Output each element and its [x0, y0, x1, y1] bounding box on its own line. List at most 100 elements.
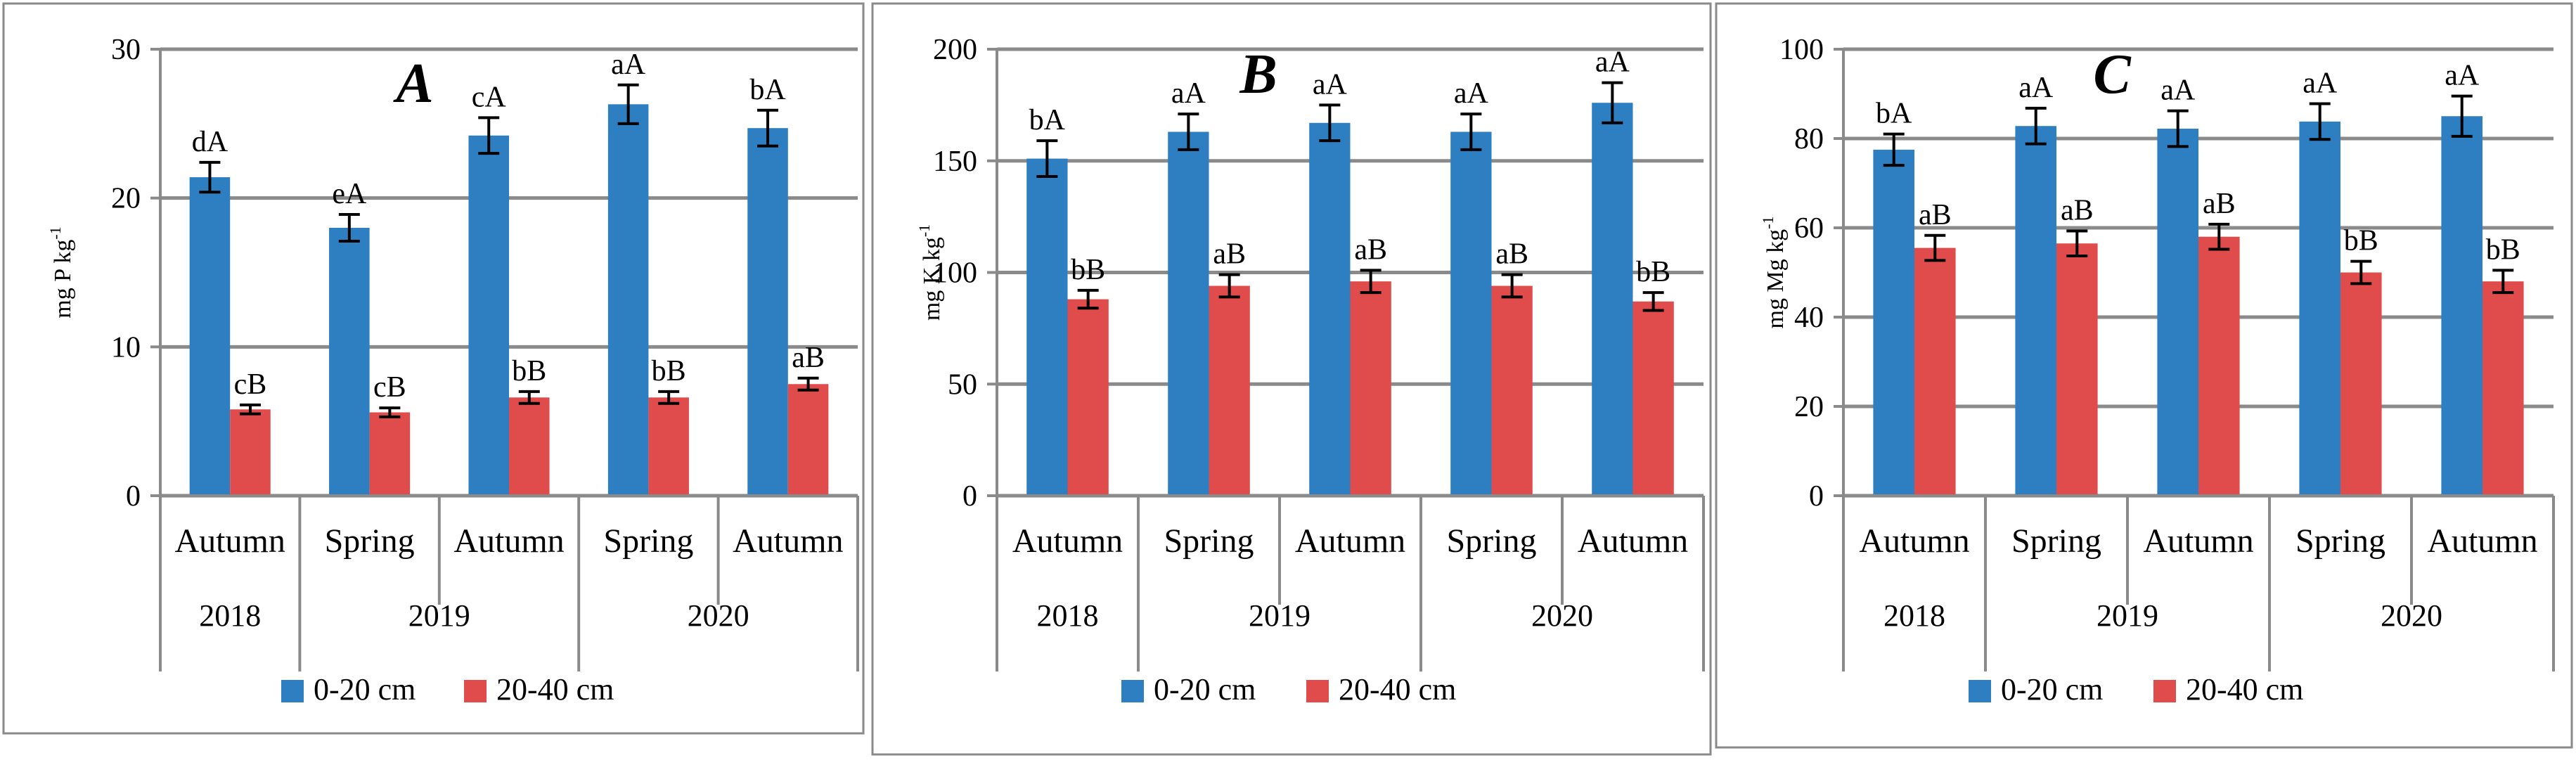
chart-panel-c: 0 20 40 60 80 100 mg Mg kg-1 bA aA aA aA aA aB aB aB bB…	[1715, 2, 2573, 749]
legend-swatch	[464, 680, 487, 702]
data-label: aA	[1171, 77, 1206, 110]
data-label: aA	[1454, 77, 1489, 110]
y-tick-label: 200	[933, 34, 977, 66]
category-label: Spring	[1446, 522, 1536, 560]
bar-20-40cm	[648, 397, 689, 496]
y-axis-label: mg P kg-1	[46, 226, 76, 318]
category-label: Autumn	[1578, 522, 1688, 560]
data-label: aA	[2160, 75, 2196, 107]
bar-0-20cm	[189, 177, 231, 496]
year-label: 2020	[2381, 598, 2442, 633]
panel-frame	[2, 2, 865, 735]
legend-label: 20-40 cm	[2186, 672, 2303, 707]
bar-20-40cm	[1067, 299, 1109, 496]
data-label: aA	[1595, 46, 1630, 79]
legend-swatch	[281, 680, 304, 702]
data-label: aB	[1919, 199, 1952, 231]
panel-frame	[871, 2, 1712, 756]
year-label: 2019	[2097, 598, 2158, 633]
panel-frame	[1715, 2, 2573, 749]
bar-20-40cm	[2340, 272, 2382, 496]
bar-0-20cm	[1168, 131, 1209, 496]
bar-0-20cm	[2441, 116, 2482, 496]
category-label: Autumn	[733, 522, 843, 560]
data-label: cB	[234, 368, 267, 401]
y-tick-label: 100	[1779, 34, 1824, 66]
year-label: 2018	[199, 598, 261, 633]
legend-swatch	[1306, 680, 1329, 702]
legend-label: 0-20 cm	[314, 672, 416, 707]
data-label: aB	[1354, 233, 1387, 266]
y-tick-label: 40	[1794, 302, 1824, 334]
y-tick-label: 0	[1809, 480, 1824, 513]
bar-20-40cm	[1209, 285, 1250, 496]
chart-panel-a: 0 10 20 30 mg P kg-1 dA eA cA aA bA cB cB bB bB aB Autu…	[2, 2, 865, 735]
data-label: cA	[472, 81, 507, 113]
category-label: Autumn	[1012, 522, 1123, 560]
category-label: Autumn	[1859, 522, 1969, 560]
legend-label: 0-20 cm	[2001, 672, 2103, 707]
bar-20-40cm	[2056, 243, 2098, 496]
bar-0-20cm	[2157, 129, 2198, 496]
bar-20-40cm	[230, 409, 271, 496]
bar-0-20cm	[1026, 158, 1068, 496]
y-axis-label-text: mg Mg kg	[1763, 229, 1789, 329]
y-tick-label: 100	[933, 257, 977, 290]
data-label: aA	[611, 49, 646, 81]
bar-20-40cm	[1914, 248, 1956, 496]
category-label: Autumn	[1295, 522, 1405, 560]
bar-20-40cm	[1350, 281, 1391, 496]
data-label: eA	[332, 178, 367, 210]
bar-0-20cm	[747, 128, 788, 496]
bar-20-40cm	[1632, 301, 1674, 496]
y-tick-label: 30	[111, 34, 141, 66]
data-label: aA	[2445, 60, 2480, 92]
data-label: bA	[1029, 104, 1066, 136]
category-label: Spring	[1164, 522, 1254, 560]
data-label: cB	[373, 371, 406, 404]
category-label: Autumn	[175, 522, 285, 560]
bar-20-40cm	[509, 397, 550, 496]
category-label: Autumn	[453, 522, 564, 560]
bar-0-20cm	[329, 228, 370, 496]
chart-panel-b: 0 50 100 150 200 mg K kg-1 bA aA aA aA aA bB aB aB aB b…	[871, 2, 1712, 756]
y-axis-label-superscript: -1	[46, 226, 64, 239]
data-label: bB	[1071, 254, 1105, 286]
data-label: aA	[2018, 72, 2054, 104]
category-label: Spring	[2011, 522, 2101, 560]
panel-letter: C	[2093, 44, 2132, 105]
data-label: bA	[749, 74, 786, 106]
data-label: bB	[2486, 233, 2520, 266]
y-tick-label: 50	[948, 368, 977, 401]
y-axis-label-superscript: -1	[915, 224, 933, 237]
data-label: aA	[1313, 68, 1348, 101]
data-label: bB	[512, 355, 546, 387]
category-label: Spring	[325, 522, 415, 560]
legend-swatch	[1121, 680, 1144, 702]
data-label: bB	[652, 355, 686, 387]
bar-20-40cm	[369, 412, 411, 496]
data-label: bB	[2344, 225, 2378, 257]
legend-label: 0-20 cm	[1154, 672, 1256, 707]
category-label: Autumn	[2143, 522, 2253, 560]
data-label: aA	[2303, 67, 2338, 99]
bar-0-20cm	[1592, 103, 1633, 496]
y-axis-label-text: mg K kg	[919, 237, 945, 321]
y-axis-label-superscript: -1	[1759, 216, 1777, 229]
y-tick-label: 60	[1794, 212, 1824, 245]
category-label: Autumn	[2427, 522, 2537, 560]
data-label: aB	[2061, 194, 2094, 226]
y-axis-label: mg K kg-1	[915, 224, 945, 321]
bar-0-20cm	[2015, 126, 2056, 496]
y-axis-label: mg Mg kg-1	[1759, 216, 1789, 328]
panel-letter: A	[392, 53, 433, 115]
data-label: aB	[2203, 188, 2236, 220]
y-tick-label: 20	[1794, 391, 1824, 423]
y-tick-label: 20	[111, 183, 141, 215]
legend-label: 20-40 cm	[1339, 672, 1456, 707]
y-tick-label: 0	[126, 480, 141, 513]
bar-20-40cm	[2482, 281, 2524, 496]
data-label: dA	[192, 126, 228, 158]
data-label: bB	[1636, 256, 1670, 288]
